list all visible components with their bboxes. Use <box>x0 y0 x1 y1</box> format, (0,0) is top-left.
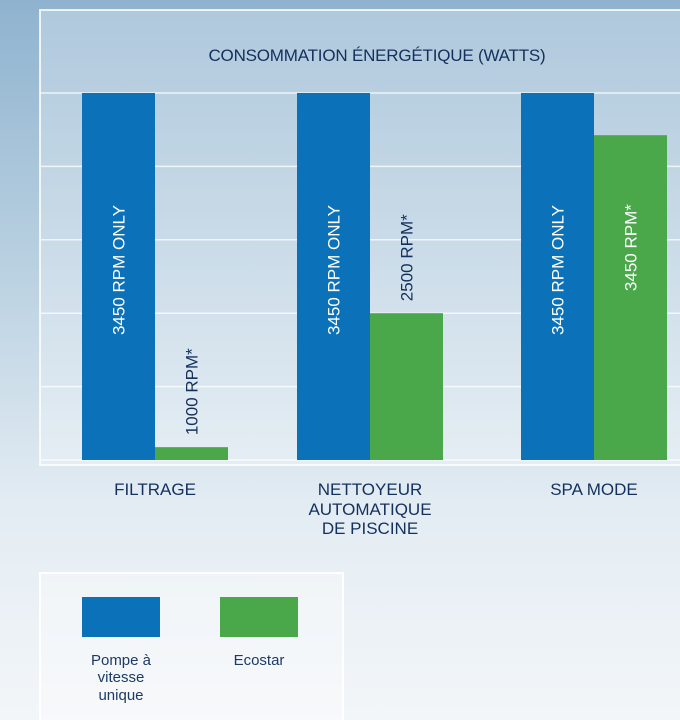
x-tick-label: SPA MODE <box>519 480 669 500</box>
bar <box>594 135 667 460</box>
chart-canvas: 3450 RPM ONLY 1000 RPM* 3450 RPM ONLY 2500 … <box>0 0 680 720</box>
bar-label: 3450 RPM ONLY <box>110 205 129 335</box>
chart: 3450 RPM ONLY 1000 RPM* 3450 RPM ONLY 2500 … <box>0 0 680 720</box>
legend-swatch <box>82 597 160 637</box>
x-tick-label: FILTRAGE <box>80 480 230 500</box>
bar-label: 3450 RPM* <box>622 204 641 291</box>
bar-label: 1000 RPM* <box>183 348 202 435</box>
bar <box>155 447 228 460</box>
chart-title: CONSOMMATION ÉNERGÉTIQUE (WATTS) <box>40 46 680 66</box>
bar-label: 3450 RPM ONLY <box>325 205 344 335</box>
legend-label: Pompe à vitesse unique <box>76 652 166 704</box>
legend-swatch <box>220 597 298 637</box>
bar <box>370 313 443 460</box>
bar-label: 2500 RPM* <box>398 214 417 301</box>
x-tick-label: NETTOYEUR AUTOMATIQUE DE PISCINE <box>295 480 445 539</box>
legend-label: Ecostar <box>214 652 304 669</box>
bar-label: 3450 RPM ONLY <box>549 205 568 335</box>
